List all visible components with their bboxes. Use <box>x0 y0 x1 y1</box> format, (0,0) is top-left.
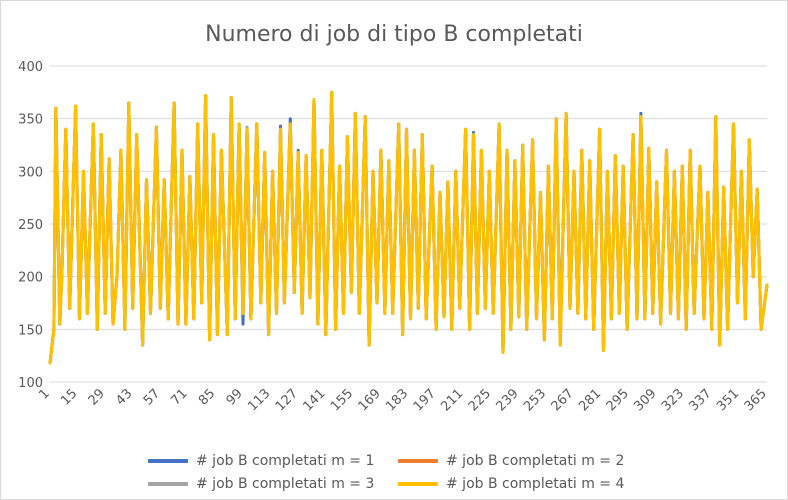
legend-item-m2[interactable]: # job B completati m = 2 <box>398 453 624 469</box>
chart-title: Numero di job di tipo B completati <box>205 22 583 47</box>
legend-label-m2: # job B completati m = 2 <box>446 453 625 469</box>
x-tick-label-309: 309 <box>631 386 659 414</box>
x-tick-label-281: 281 <box>576 386 604 414</box>
y-tick-label-100: 100 <box>18 376 43 391</box>
x-tick-label-225: 225 <box>466 386 494 414</box>
x-tick-label-365: 365 <box>742 386 770 414</box>
legend-item-m4[interactable]: # job B completati m = 4 <box>398 476 624 492</box>
y-tick-label-200: 200 <box>18 271 43 286</box>
legend-swatch-m4 <box>398 482 438 486</box>
x-tick-label-183: 183 <box>383 386 411 414</box>
x-tick-label-239: 239 <box>493 386 521 414</box>
x-tick-label-127: 127 <box>273 386 301 414</box>
series-line-m4 <box>48 90 769 365</box>
x-tick-label-113: 113 <box>245 386 273 414</box>
legend: # job B completati m = 1 # job B complet… <box>0 453 788 493</box>
x-tick-label-141: 141 <box>300 386 328 414</box>
legend-swatch-m3 <box>148 482 188 486</box>
x-tick-label-155: 155 <box>328 386 356 414</box>
x-tick-label-169: 169 <box>356 386 384 414</box>
x-tick-label-337: 337 <box>687 386 715 414</box>
x-tick-label-267: 267 <box>549 386 577 414</box>
x-tick-label-253: 253 <box>521 386 549 414</box>
x-tick-label-85: 85 <box>196 386 218 408</box>
x-tick-label-197: 197 <box>411 386 439 414</box>
x-tick-label-57: 57 <box>141 386 163 408</box>
x-tick-label-29: 29 <box>86 386 108 408</box>
y-tick-label-250: 250 <box>18 218 43 233</box>
x-tick-label-351: 351 <box>714 386 742 414</box>
legend-label-m1: # job B completati m = 1 <box>196 453 375 469</box>
y-tick-label-150: 150 <box>18 323 43 338</box>
x-tick-label-15: 15 <box>58 386 80 408</box>
x-tick-label-43: 43 <box>113 386 135 408</box>
x-tick-label-71: 71 <box>168 386 190 408</box>
legend-label-m4: # job B completati m = 4 <box>446 476 625 492</box>
y-tick-label-400: 400 <box>18 60 43 75</box>
x-tick-label-1: 1 <box>36 386 52 402</box>
legend-swatch-m1 <box>148 459 188 463</box>
legend-swatch-m2 <box>398 459 438 463</box>
y-tick-label-300: 300 <box>18 165 43 180</box>
legend-item-m3[interactable]: # job B completati m = 3 <box>148 476 374 492</box>
legend-label-m3: # job B completati m = 3 <box>196 476 375 492</box>
x-tick-label-323: 323 <box>659 386 687 414</box>
x-tick-label-99: 99 <box>224 386 246 408</box>
x-tick-label-211: 211 <box>438 386 466 414</box>
y-tick-label-350: 350 <box>18 113 43 128</box>
x-tick-label-295: 295 <box>604 386 632 414</box>
legend-item-m1[interactable]: # job B completati m = 1 <box>148 453 374 469</box>
